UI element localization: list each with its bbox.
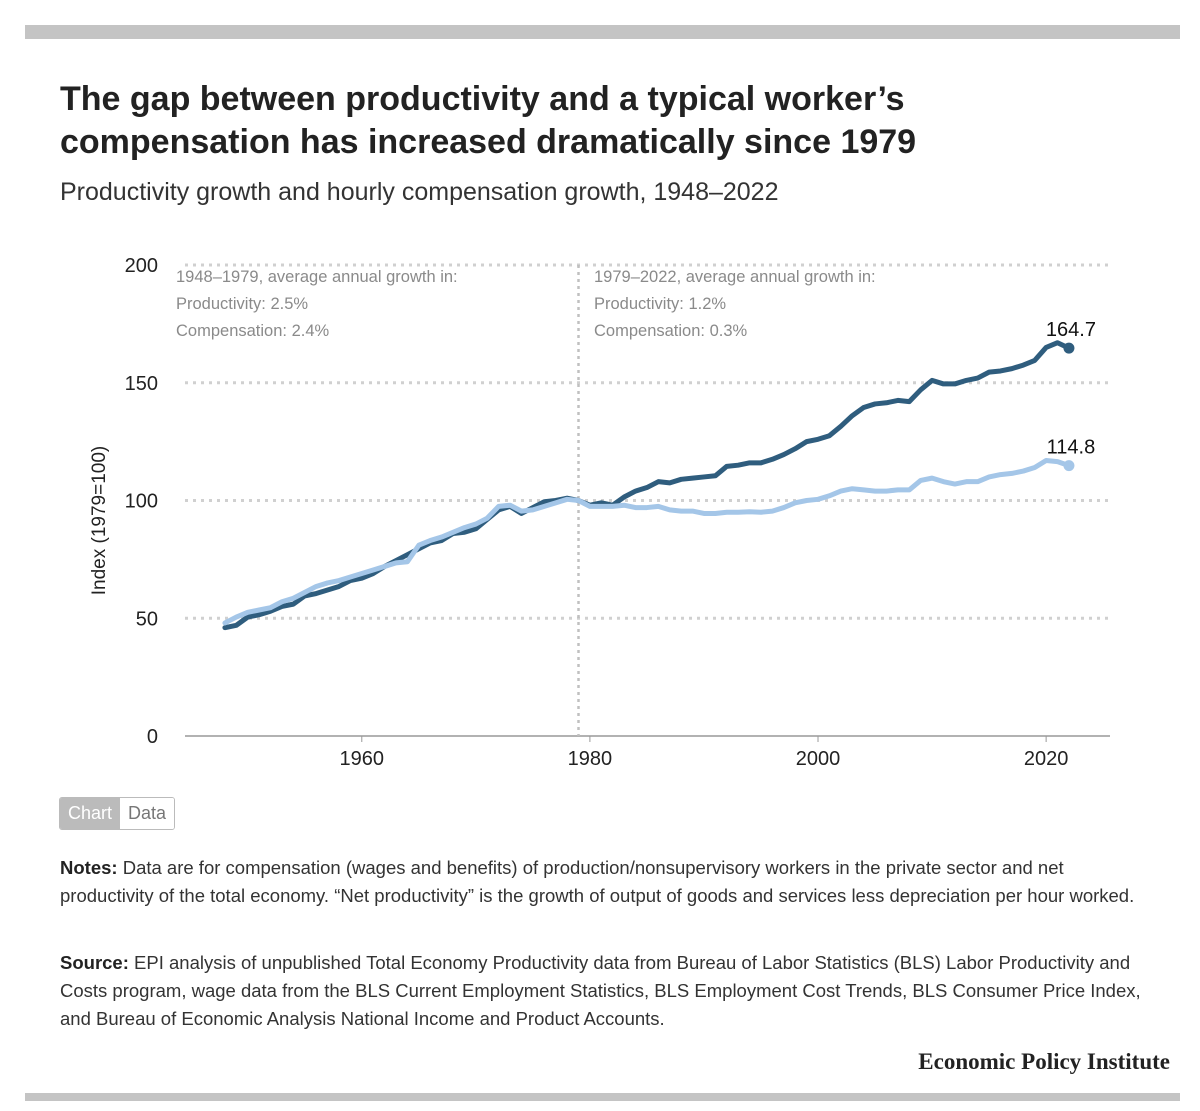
x-tick-label: 2020 <box>1024 748 1069 770</box>
notes-label: Notes: <box>60 857 118 878</box>
view-toggle[interactable]: Chart Data <box>59 797 176 830</box>
y-tick-label: 0 <box>147 726 158 748</box>
epi-logo: Economic Policy Institute <box>918 1049 1170 1074</box>
annotation-line: 1948–1979, average annual growth in: <box>176 268 458 286</box>
annotation-line: 1979–2022, average annual growth in: <box>594 268 876 286</box>
source-text: EPI analysis of unpublished Total Econom… <box>60 952 1141 1029</box>
source-label: Source: <box>60 952 129 973</box>
source: Source: EPI analysis of unpublished Tota… <box>60 949 1150 1033</box>
top-rule <box>25 25 1180 39</box>
end-label-compensation: 114.8 <box>1047 437 1096 459</box>
x-tick-label: 1960 <box>340 748 385 770</box>
y-tick-label: 150 <box>125 373 158 395</box>
annotation-line: Productivity: 1.2% <box>594 295 726 313</box>
y-tick-label: 200 <box>125 255 158 277</box>
series-line-compensation <box>222 457 1072 626</box>
bottom-rule <box>25 1093 1180 1101</box>
data-tab[interactable]: Data <box>120 798 175 829</box>
end-point-compensation <box>1063 460 1075 472</box>
chart-subtitle: Productivity growth and hourly compensat… <box>60 178 779 206</box>
chart-title: The gap between productivity and a typic… <box>60 80 917 161</box>
chart-tab[interactable]: Chart <box>60 798 121 829</box>
annotation-line: Productivity: 2.5% <box>176 295 308 313</box>
y-tick-label: 50 <box>136 608 158 630</box>
y-tick-label: 100 <box>125 491 158 513</box>
annotation-line: Compensation: 2.4% <box>176 322 330 340</box>
end-point-productivity <box>1063 342 1075 354</box>
notes: Notes: Data are for compensation (wages … <box>60 854 1150 910</box>
y-axis-label: Index (1979=100) <box>89 446 110 595</box>
annotation-line: Compensation: 0.3% <box>594 322 748 340</box>
series-line-productivity <box>222 340 1072 631</box>
line-chart: 0 50 100 150 200 1960 1980 2000 2020 Index (1979=… <box>89 255 1110 770</box>
x-tick-label: 2000 <box>796 748 841 770</box>
end-label-productivity: 164.7 <box>1046 319 1096 341</box>
notes-text: Data are for compensation (wages and ben… <box>60 857 1135 906</box>
x-tick-label: 1980 <box>568 748 613 770</box>
